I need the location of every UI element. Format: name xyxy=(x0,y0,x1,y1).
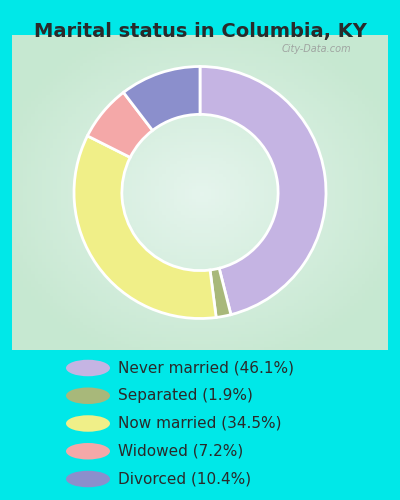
Text: Divorced (10.4%): Divorced (10.4%) xyxy=(118,472,251,486)
Wedge shape xyxy=(210,268,231,318)
Circle shape xyxy=(66,443,110,460)
Text: Marital status in Columbia, KY: Marital status in Columbia, KY xyxy=(34,22,366,42)
Wedge shape xyxy=(124,66,200,130)
Text: Never married (46.1%): Never married (46.1%) xyxy=(118,360,294,376)
Circle shape xyxy=(66,388,110,404)
Text: Widowed (7.2%): Widowed (7.2%) xyxy=(118,444,243,459)
Wedge shape xyxy=(88,92,152,158)
Text: Separated (1.9%): Separated (1.9%) xyxy=(118,388,253,403)
Circle shape xyxy=(66,471,110,487)
Text: City-Data.com: City-Data.com xyxy=(282,44,351,54)
Text: Now married (34.5%): Now married (34.5%) xyxy=(118,416,282,431)
Wedge shape xyxy=(200,66,326,314)
Wedge shape xyxy=(74,136,216,318)
Circle shape xyxy=(66,415,110,432)
Circle shape xyxy=(66,360,110,376)
